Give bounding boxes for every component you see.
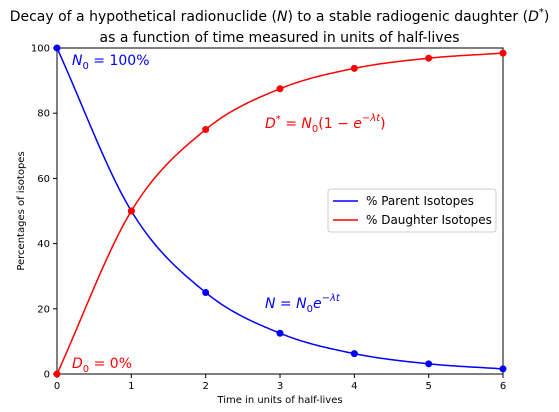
y-tick-label: 80 [37,109,50,120]
data-point-daughter [350,64,358,72]
x-tick-label: 4 [351,381,357,392]
x-tick-label: 0 [54,381,60,392]
data-point-parent [350,350,358,358]
chart-title-line-1: Decay of a hypothetical radionuclide (N)… [10,7,550,25]
x-tick-label: 2 [202,381,208,392]
data-point-daughter [127,207,135,215]
annotation-n0: N0 = 100% [72,53,150,72]
x-tick-label: 1 [128,381,134,392]
series-layer [53,44,507,378]
y-tick-label: 0 [44,370,50,381]
x-tick-label: 6 [500,381,506,392]
data-point-parent [276,329,284,337]
x-axis-ticks: 0 1 2 3 4 5 6 [54,374,506,392]
data-point-parent [53,44,61,52]
data-point-daughter [53,370,61,378]
legend-box [327,188,497,233]
data-point-daughter [202,126,210,133]
x-tick-label: 3 [277,381,283,392]
y-tick-label: 20 [37,304,50,315]
y-axis-label: Percentages of isotopes [16,151,27,270]
data-point-parent [499,365,507,373]
legend-label-parent: % Parent Isotopes [366,194,474,208]
y-tick-label: 60 [37,174,50,185]
y-tick-label: 100 [31,44,50,55]
data-point-daughter [276,85,284,93]
data-point-daughter [425,54,433,62]
data-point-parent [425,360,433,368]
annotation-d0: D0 = 0% [72,356,132,375]
legend: % Parent Isotopes % Daughter Isotopes [327,188,497,233]
y-axis-ticks: 0 20 40 60 80 100 [31,44,57,381]
y-tick-label: 40 [37,239,50,250]
annotation-daughter-formula: D* = N0(1 − e−λt) [265,113,386,135]
chart-title-line-2: as a function of time measured in units … [100,30,460,46]
x-tick-label: 5 [425,381,431,392]
legend-label-daughter: % Daughter Isotopes [366,213,492,227]
data-point-daughter [499,49,507,57]
x-axis-label: Time in units of half-lives [216,395,342,406]
data-point-parent [202,289,210,296]
annotation-parent-formula: N = N0e−λt [265,293,341,315]
